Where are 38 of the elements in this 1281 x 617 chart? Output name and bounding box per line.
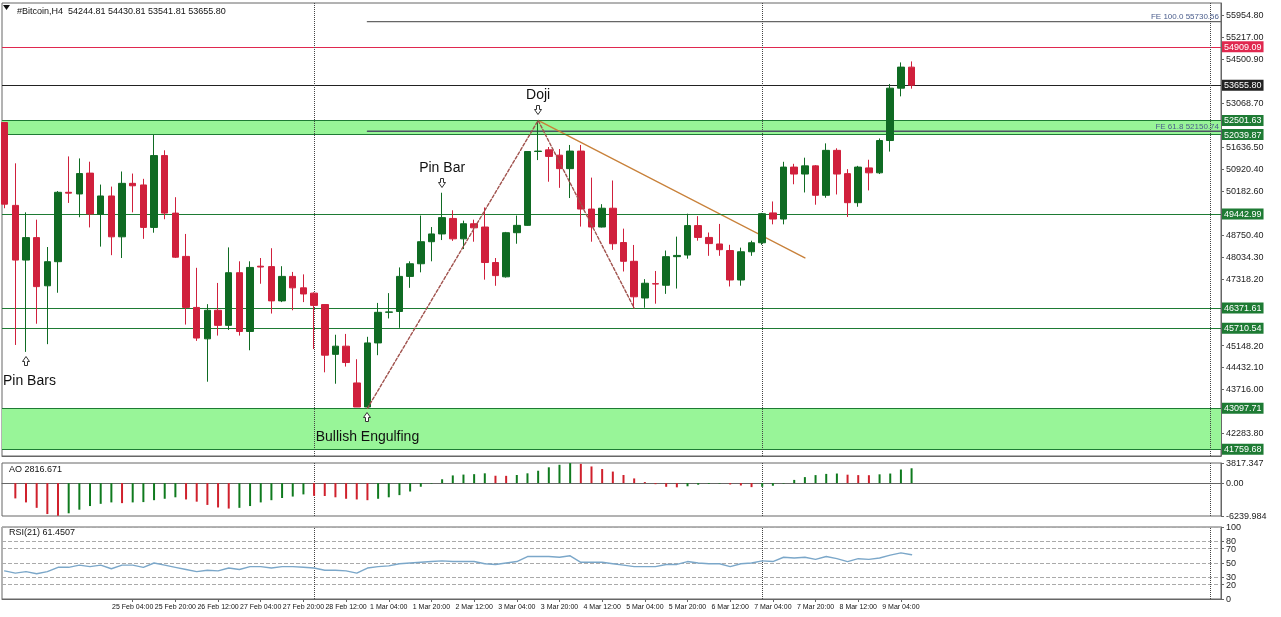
annotation: Pin Bars	[3, 371, 56, 388]
y-tick-label: 48750.40	[1226, 230, 1264, 241]
y-tick-label: 55954.80	[1226, 9, 1264, 20]
y-tick-label: 3817.347	[1226, 458, 1264, 468]
y-tick-label: -6239.984	[1226, 511, 1267, 521]
annotation: Pin Bar	[419, 158, 466, 175]
chart-title: AO 2816.671	[9, 463, 63, 474]
y-tick-label: 47318.20	[1226, 274, 1264, 285]
y-tick-label: 100	[1226, 522, 1242, 532]
y-tick-label: 42283.80	[1226, 428, 1264, 439]
y-tick-label: 44432.10	[1226, 362, 1264, 373]
ref-line-label: 53655.80	[1224, 80, 1262, 91]
annotation: FE 61.8 52150.74	[1155, 121, 1220, 131]
chart-title: RSI(21) 61.4507	[9, 526, 76, 537]
y-tick-label: 50	[1226, 558, 1237, 568]
y-tick-label: 45148.20	[1226, 340, 1264, 351]
y-tick-label: 53068.70	[1226, 98, 1264, 109]
ref-line-label: 54909.09	[1224, 41, 1262, 52]
y-tick-label: 43716.00	[1226, 384, 1264, 395]
annotation: Doji	[526, 86, 551, 103]
ref-line-label: 41759.68	[1224, 444, 1262, 455]
y-tick-label: 0	[1226, 594, 1232, 604]
y-tick-label: 54500.90	[1226, 54, 1264, 65]
ref-line-label: 43097.71	[1224, 403, 1262, 414]
y-tick-label: 50182.60	[1226, 186, 1264, 197]
ref-line-label: 52039.87	[1224, 129, 1262, 140]
y-tick-label: 48034.30	[1226, 252, 1264, 263]
ref-line-label: 45710.54	[1224, 323, 1262, 334]
annotation: Bullish Engulfing	[315, 428, 420, 445]
annotation: FE 100.0 55730.56	[1150, 12, 1220, 22]
y-tick-label: 50920.40	[1226, 163, 1264, 174]
y-tick-label: 55217.00	[1226, 32, 1264, 43]
ref-line-label: 49442.99	[1224, 209, 1262, 220]
y-tick-label: 51636.50	[1226, 141, 1264, 152]
ref-line-label: 46371.61	[1224, 303, 1262, 314]
chart-title: #Bitcoin,H4 54244.81 54430.81 53541.81 53655.80	[17, 5, 226, 16]
ref-line-label: 52501.63	[1224, 115, 1262, 126]
y-tick-label: 0.00	[1226, 478, 1244, 489]
